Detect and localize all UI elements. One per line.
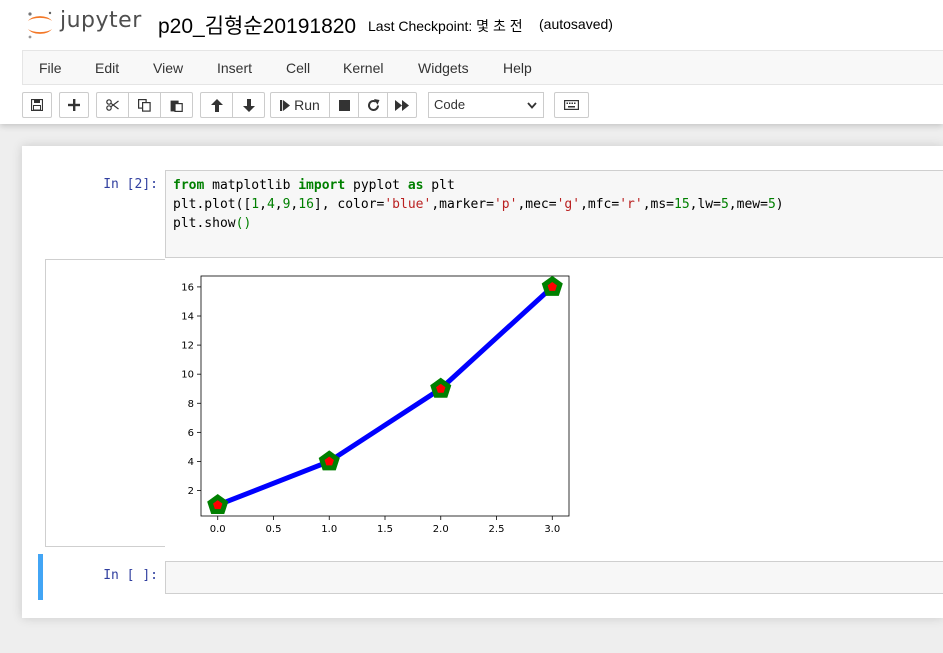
- empty-code-editor[interactable]: [165, 561, 943, 594]
- series-line: [216, 285, 554, 508]
- x-tick-label: 2.0: [433, 524, 449, 535]
- output-prompt-area[interactable]: [45, 259, 165, 547]
- menu-kernel[interactable]: Kernel: [343, 60, 384, 76]
- x-tick-label: 1.5: [377, 524, 393, 535]
- last-checkpoint: Last Checkpoint: 몇 초 전: [368, 18, 523, 34]
- save-button[interactable]: [22, 92, 52, 118]
- autosave-status: (autosaved): [539, 16, 613, 32]
- header: jupyter p20_김형순20191820 Last Checkpoint:…: [0, 0, 943, 124]
- insert-cell-button[interactable]: [59, 92, 89, 118]
- cell-type-value: Code: [434, 97, 466, 112]
- cut-button[interactable]: [96, 92, 129, 118]
- chevron-down-icon: [527, 102, 537, 109]
- data-point: [207, 493, 229, 515]
- restart-icon: [367, 98, 379, 111]
- empty-cell-prompt: In [ ]:: [103, 568, 158, 583]
- y-tick-label: 10: [181, 370, 194, 381]
- y-tick-label: 12: [181, 341, 194, 352]
- code-line-2: plt.plot([1,4,9,16], color='blue',marker…: [173, 197, 784, 212]
- run-button[interactable]: Run: [270, 92, 330, 118]
- command-palette-button[interactable]: [554, 92, 589, 118]
- selected-cell[interactable]: [38, 554, 943, 600]
- code-line-1: from matplotlib import pyplot as plt: [173, 178, 455, 193]
- notebook-name[interactable]: p20_김형순20191820: [158, 15, 357, 38]
- menu-help[interactable]: Help: [503, 60, 532, 76]
- step-forward-icon: [280, 99, 291, 111]
- x-tick-label: 1.0: [321, 524, 337, 535]
- save-icon: [31, 99, 43, 111]
- menu-insert[interactable]: Insert: [217, 60, 253, 76]
- stop-icon: [338, 99, 350, 111]
- interrupt-button[interactable]: [329, 92, 359, 118]
- output-area: 0.0 0.5 1.0 1.5 2.0 2.5 3.0 2 4 6 8 10 12 14 16: [165, 259, 943, 547]
- x-tick-label: 0.0: [210, 524, 226, 535]
- paste-button[interactable]: [160, 92, 193, 118]
- y-tick-label: 16: [181, 282, 194, 293]
- plus-icon: [68, 99, 80, 111]
- paste-icon: [170, 100, 183, 112]
- arrow-down-icon: [242, 98, 255, 112]
- restart-button[interactable]: [358, 92, 388, 118]
- menu-edit[interactable]: Edit: [95, 60, 120, 76]
- data-point: [318, 450, 340, 471]
- plot-frame: [200, 275, 570, 517]
- keyboard-icon: [564, 100, 579, 110]
- fast-forward-icon: [395, 99, 409, 111]
- notebook-container: In [2]: from matplotlib import pyplot as…: [22, 146, 943, 618]
- copy-icon: [138, 98, 151, 112]
- arrow-up-icon: [210, 98, 223, 112]
- move-down-button[interactable]: [232, 92, 265, 118]
- x-tick-label: 2.5: [489, 524, 505, 535]
- y-tick-label: 4: [188, 457, 194, 468]
- menubar: File Edit View Insert Cell Kernel Widget…: [22, 50, 943, 85]
- x-tick-label: 0.5: [266, 524, 282, 535]
- cell-type-select[interactable]: Code: [428, 92, 544, 118]
- line-chart: 0.0 0.5 1.0 1.5 2.0 2.5 3.0 2 4 6 8 10 12 14 16: [181, 275, 570, 535]
- code-editor[interactable]: from matplotlib import pyplot as plt plt…: [165, 170, 943, 258]
- move-up-button[interactable]: [200, 92, 233, 118]
- y-tick-label: 14: [181, 312, 194, 323]
- y-tick-label: 6: [188, 428, 194, 439]
- menu-widgets[interactable]: Widgets: [418, 60, 469, 76]
- data-point: [541, 275, 563, 296]
- input-prompt: In [2]:: [103, 177, 158, 192]
- jupyter-logo-text: jupyter: [60, 8, 142, 33]
- restart-run-all-button[interactable]: [387, 92, 417, 118]
- run-label: Run: [294, 97, 320, 113]
- menu-cell[interactable]: Cell: [286, 60, 311, 76]
- jupyter-logo-icon[interactable]: [24, 9, 56, 41]
- copy-button[interactable]: [128, 92, 161, 118]
- menu-file[interactable]: File: [39, 60, 62, 76]
- cut-icon: [106, 99, 119, 111]
- code-line-3: plt.show(): [173, 216, 252, 231]
- x-tick-label: 3.0: [544, 524, 560, 535]
- data-point: [430, 377, 452, 398]
- y-tick-label: 8: [188, 399, 194, 410]
- menu-view[interactable]: View: [153, 60, 184, 76]
- y-tick-label: 2: [188, 486, 194, 497]
